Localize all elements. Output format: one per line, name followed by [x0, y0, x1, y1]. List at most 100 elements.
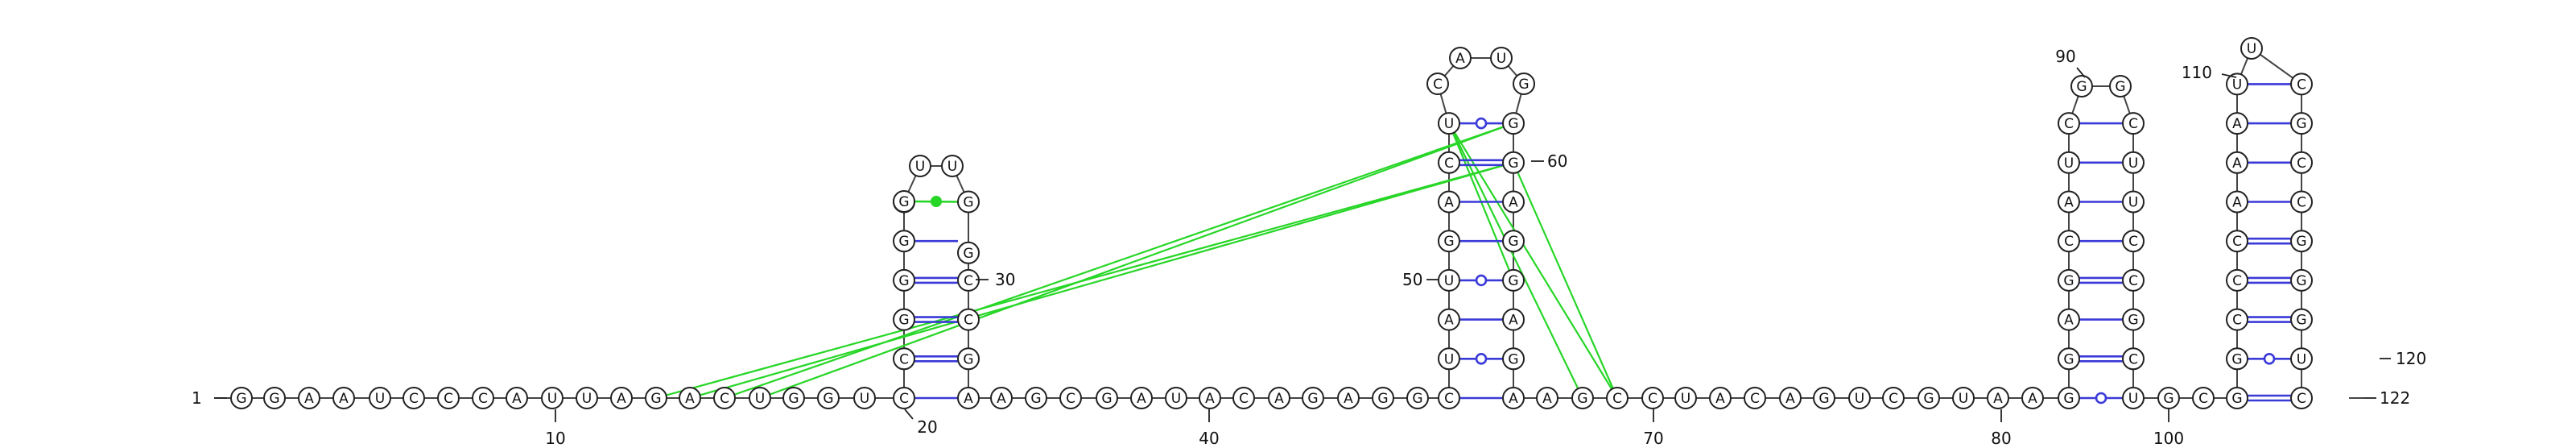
nucleotide-80: U	[1952, 387, 1975, 409]
nucleotide-circle	[2290, 73, 2313, 96]
nucleotide-108: A	[2226, 190, 2248, 214]
nucleotide-35: A	[990, 387, 1013, 409]
nucleotide-letter: A	[2064, 195, 2074, 211]
basepair-105-119	[2248, 316, 2291, 323]
nucleotide-letter: C	[1612, 391, 1622, 407]
nucleotide-39: A	[1130, 387, 1153, 409]
nucleotide-letter: G	[823, 391, 833, 407]
nucleotide-letter: A	[1509, 313, 1518, 329]
nucleotide-letter: C	[2297, 156, 2306, 172]
nucleotide-circle	[2058, 347, 2080, 371]
nucleotide-circle	[437, 387, 460, 409]
wobble-pair-marker	[2095, 392, 2107, 404]
nucleotide-circle	[1536, 387, 1558, 409]
nucleotide-15: C	[713, 387, 736, 409]
nucleotide-letter: A	[2232, 116, 2242, 132]
nucleotide-letter: U	[915, 159, 925, 175]
nucleotide-circle	[2290, 387, 2313, 409]
nucleotide-circle	[1641, 387, 1664, 409]
nucleotide-circle	[1674, 387, 1697, 409]
nucleotide-letter: G	[1508, 116, 1518, 132]
nucleotide-letter: C	[964, 273, 973, 289]
nucleotide-circle	[1165, 387, 1187, 409]
nucleotide-55: U	[1438, 112, 1460, 135]
wobble-pair-marker	[2263, 352, 2276, 365]
nucleotide-letter: U	[1444, 351, 1454, 367]
nucleotide-letter: G	[1101, 391, 1112, 407]
nucleotide-4: A	[332, 387, 355, 409]
nucleotide-circle	[1449, 47, 1472, 69]
pseudoknot-link-15-60	[724, 122, 1514, 400]
nucleotide-circle	[1372, 387, 1394, 409]
nucleotide-circle	[230, 387, 253, 409]
position-label-60: 60	[1547, 151, 1567, 171]
nucleotide-50: A	[1438, 308, 1460, 331]
nucleotide-letter: C	[2297, 195, 2306, 211]
nucleotide-116: C	[2290, 190, 2313, 214]
nucleotide-circle	[853, 387, 876, 409]
pseudoknot-link-69-55	[1448, 122, 1583, 399]
nucleotide-letter: G	[2063, 273, 2074, 289]
nucleotide-48: C	[1438, 387, 1460, 409]
nucleotide-circle	[2021, 387, 2044, 409]
nucleotide-circle	[1987, 387, 2009, 409]
nucleotide-circle	[1232, 387, 1255, 409]
nucleotide-22: G	[893, 308, 915, 331]
nucleotide-circle	[472, 387, 494, 409]
nucleotide-letter: C	[2064, 234, 2074, 250]
nucleotide-89: U	[2058, 151, 2080, 174]
nucleotide-circle	[2122, 190, 2145, 214]
nucleotide-49: U	[1438, 347, 1460, 371]
nucleotide-letter: U	[582, 391, 592, 407]
nucleotide-circle	[679, 387, 701, 409]
nucleotide-letter: G	[2231, 351, 2242, 367]
nucleotide-letter: U	[1444, 273, 1454, 289]
nucleotide-letter: U	[2297, 351, 2306, 367]
nucleotide-circle	[990, 387, 1013, 409]
nucleotide-76: G	[1813, 387, 1835, 409]
nucleotide-circle	[402, 387, 425, 409]
nucleotide-letter: G	[2163, 391, 2174, 407]
nucleotide-circle	[2226, 387, 2248, 409]
nucleotide-1: G	[230, 387, 253, 409]
nucleotide-73: A	[1709, 387, 1732, 409]
nucleotide-circle	[263, 387, 286, 409]
nucleotide-letter: C	[1433, 77, 1443, 93]
nucleotide-102: C	[2192, 387, 2215, 409]
nucleotide-circle	[2290, 347, 2313, 371]
nucleotide-118: G	[2290, 268, 2313, 292]
nucleotide-28: U	[941, 155, 964, 177]
nucleotide-letter: G	[2296, 234, 2306, 250]
nucleotide-letter: C	[899, 351, 909, 367]
nucleotide-52: G	[1438, 230, 1460, 253]
nucleotide-19: U	[853, 387, 876, 409]
nucleotide-101: G	[2157, 387, 2180, 409]
nucleotide-87: C	[2058, 230, 2080, 253]
nucleotide-circle	[1744, 387, 1766, 409]
nucleotide-100: U	[2122, 387, 2145, 409]
nucleotide-letter: A	[1444, 195, 1454, 211]
nucleotide-letter: U	[2232, 77, 2242, 93]
basepair-49-66	[1459, 352, 1503, 365]
nucleotide-letter: A	[1785, 391, 1795, 407]
nucleotide-letter: C	[409, 391, 419, 407]
nucleotide-circle	[610, 387, 633, 409]
nucleotide-94: U	[2122, 151, 2145, 174]
nucleotide-letter: A	[1444, 313, 1454, 329]
nucleotide-119: G	[2290, 308, 2313, 331]
nucleotide-letter: U	[2064, 156, 2074, 172]
nucleotide-77: U	[1848, 387, 1871, 409]
nucleotide-circle	[1502, 112, 1525, 135]
position-label-70: 70	[1643, 429, 1663, 448]
nucleotide-letter: A	[512, 391, 522, 407]
nucleotide-circle	[298, 387, 320, 409]
nucleotide-99: C	[2122, 347, 2145, 371]
nucleotide-circle	[541, 387, 564, 409]
nucleotide-letter: C	[2232, 273, 2242, 289]
nucleotide-letter: C	[964, 313, 973, 329]
nucleotide-37: C	[1059, 387, 1082, 409]
wobble-pair-marker	[1475, 117, 1488, 130]
nucleotide-27: U	[909, 155, 931, 177]
